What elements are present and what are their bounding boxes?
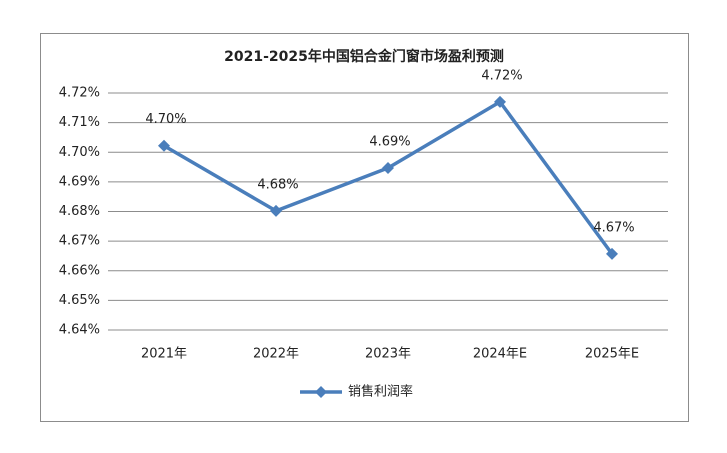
y-tick-label: 4.71%: [59, 115, 100, 130]
data-point: [270, 204, 282, 217]
chart-title: 2021-2025年中国铝合金门窗市场盈利预测: [224, 48, 504, 65]
y-tick-label: 4.67%: [59, 234, 100, 249]
data-label: 4.69%: [369, 134, 410, 149]
x-tick-label: 2025年E: [585, 347, 639, 362]
data-point: [158, 139, 170, 152]
y-tick-label: 4.68%: [59, 204, 100, 219]
chart-frame: [40, 33, 689, 422]
x-tick-label: 2023年: [365, 347, 411, 362]
data-label: 4.67%: [593, 220, 634, 235]
y-tick-label: 4.72%: [59, 86, 100, 101]
data-point: [382, 161, 394, 174]
y-tick-label: 4.70%: [59, 145, 100, 160]
y-tick-label: 4.69%: [59, 174, 100, 189]
data-point: [494, 95, 506, 108]
y-tick-label: 4.65%: [59, 293, 100, 308]
y-tick-label: 4.66%: [59, 263, 100, 278]
x-tick-label: 2021年: [141, 347, 187, 362]
x-tick-label: 2024年E: [473, 347, 527, 362]
legend-marker: [315, 386, 327, 398]
x-tick-label: 2022年: [253, 347, 299, 362]
data-label: 4.68%: [257, 177, 298, 192]
data-point: [606, 247, 618, 260]
legend-label: 销售利润率: [348, 384, 413, 400]
data-label: 4.70%: [145, 112, 186, 127]
data-label: 4.72%: [481, 68, 522, 83]
y-tick-label: 4.64%: [59, 323, 100, 338]
